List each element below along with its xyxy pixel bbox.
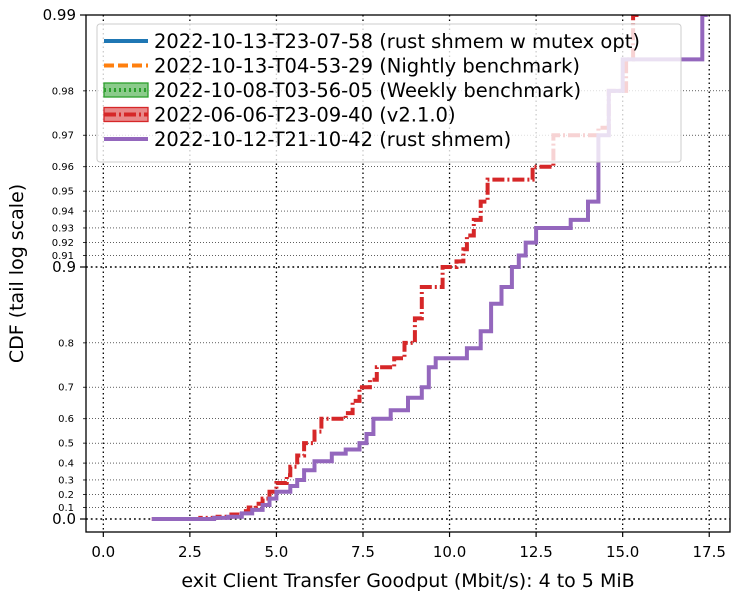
y-major-tick-label: 0.9 (52, 258, 76, 276)
series-line-4 (151, 15, 708, 521)
axis-ticks: 0.0 2.5 5.0 7.5 10.0 12.5 15.0 17.5 0.0 0.9 0.99 0.… (43, 6, 726, 561)
y-minor-tick-label: 0.94 (52, 207, 74, 218)
legend-entry-label: 2022-10-08-T03-56-05 (Weekly benchmark) (154, 79, 581, 102)
y-minor-tick-label: 0.91 (52, 251, 74, 262)
y-minor-tick-label: 0.5 (58, 439, 74, 450)
legend-entry-label: 2022-10-12-T21-10-42 (rust shmem) (154, 128, 511, 151)
series-line-3 (151, 15, 639, 521)
y-minor-tick-label: 0.7 (58, 383, 74, 394)
y-minor-tick-label: 0.3 (58, 475, 74, 486)
x-tick-label: 5.0 (265, 543, 289, 561)
legend-entry-label: 2022-06-06-T23-09-40 (v2.1.0) (154, 104, 456, 127)
y-minor-tick-label: 0.8 (58, 338, 74, 349)
y-major-tick-label: 0.0 (52, 510, 76, 528)
y-minor-tick-label: 0.4 (58, 459, 74, 470)
x-tick-label: 15.0 (606, 543, 639, 561)
x-tick-label: 17.5 (693, 543, 726, 561)
x-tick-label: 12.5 (519, 543, 552, 561)
y-axis-label: CDF (tail log scale) (6, 184, 28, 363)
legend-entry-label: 2022-10-13-T23-07-58 (rust shmem w mutex… (154, 30, 640, 53)
y-minor-tick-label: 0.98 (52, 86, 74, 97)
legend-entry-label: 2022-10-13-T04-53-29 (Nightly benchmark) (154, 55, 580, 78)
y-minor-tick-label: 0.95 (52, 187, 74, 198)
x-axis-label: exit Client Transfer Goodput (Mbit/s): 4… (181, 570, 634, 592)
x-tick-label: 2.5 (178, 543, 202, 561)
x-tick-label: 0.0 (91, 543, 115, 561)
y-major-tick-label: 0.99 (43, 6, 76, 24)
y-minor-tick-label: 0.97 (52, 131, 74, 142)
y-minor-tick-label: 0.1 (58, 503, 74, 514)
legend: 2022-10-13-T23-07-58 (rust shmem w mutex… (96, 23, 682, 163)
y-minor-tick-label: 0.6 (58, 414, 74, 425)
x-tick-label: 7.5 (351, 543, 375, 561)
y-minor-tick-label: 0.96 (52, 162, 74, 173)
y-minor-tick-label: 0.2 (58, 490, 74, 501)
plot-frame (85, 14, 731, 533)
series-lines (151, 15, 708, 521)
y-minor-tick-label: 0.92 (52, 238, 74, 249)
y-minor-tick-label: 0.93 (52, 223, 74, 234)
x-tick-label: 10.0 (433, 543, 466, 561)
legend-box (96, 23, 682, 163)
